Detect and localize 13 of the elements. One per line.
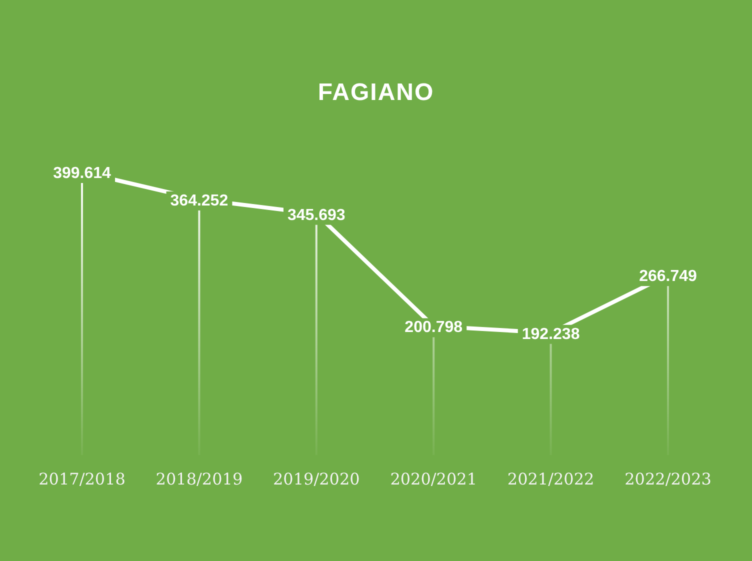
x-tick-label: 2020/2021 <box>390 469 478 488</box>
data-label: 192.238 <box>522 326 580 343</box>
data-label: 345.693 <box>287 206 346 224</box>
x-tick-label: 2022/2023 <box>624 469 712 488</box>
data-label: 266.749 <box>639 268 698 286</box>
x-tick-label: 2018/2019 <box>156 469 243 488</box>
data-label: 399.614 <box>53 165 112 182</box>
data-label: 200.798 <box>404 319 463 336</box>
data-label: 364.252 <box>170 192 228 210</box>
x-tick-label: 2021/2022 <box>507 469 594 488</box>
chart-title: FAGIANO <box>318 79 434 106</box>
x-tick-label: 2019/2020 <box>272 469 360 488</box>
x-tick-label: 2017/2018 <box>38 469 126 488</box>
